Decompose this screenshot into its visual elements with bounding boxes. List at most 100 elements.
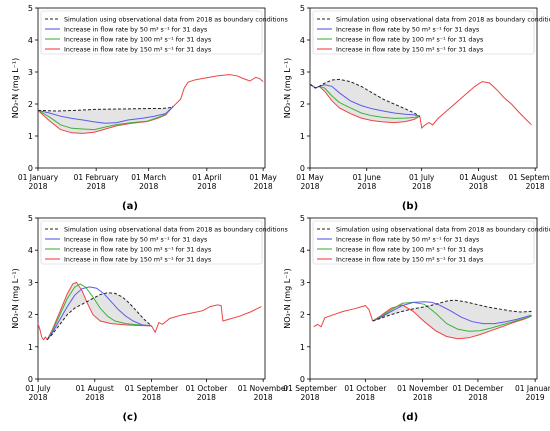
x-tick-label: 01 August <box>76 384 114 393</box>
x-tick-label: 01 August <box>459 173 497 182</box>
legend-entry-baseline: Simulation using observational data from… <box>64 17 288 24</box>
series-line-s150 <box>309 83 421 124</box>
x-tick-label: 01 April <box>192 173 221 182</box>
x-tick-year: 2018 <box>526 182 545 191</box>
x-tick-label: 01 May <box>249 173 277 182</box>
envelope-shade <box>38 106 174 134</box>
legend-entry-s100: Increase in flow rate by 100 m³ s⁻¹ for … <box>336 247 483 254</box>
series-line-baseline <box>372 299 532 322</box>
series-line-common-tail <box>172 74 264 107</box>
y-tick-label: 0 <box>28 375 33 384</box>
y-tick-label: 2 <box>28 311 33 320</box>
y-tick-label: 1 <box>300 343 305 352</box>
x-tick-label: 01 January <box>18 173 59 182</box>
legend-entry-s50: Increase in flow rate by 50 m³ s⁻¹ for 3… <box>64 237 207 244</box>
legend-entry-s100: Increase in flow rate by 100 m³ s⁻¹ for … <box>336 37 483 44</box>
y-tick-label: 2 <box>300 100 305 109</box>
panel-label: (a) <box>122 201 138 212</box>
y-tick-label: 4 <box>300 36 305 45</box>
series-line-baseline <box>46 292 152 341</box>
legend-entry-s150: Increase in flow rate by 150 m³ s⁻¹ for … <box>336 257 483 264</box>
legend-entry-s150: Increase in flow rate by 150 m³ s⁻¹ for … <box>64 47 211 54</box>
series-line-baseline <box>37 106 174 112</box>
plot-frame <box>309 7 538 169</box>
x-tick-label: 01 March <box>131 173 166 182</box>
legend-entry-s100: Increase in flow rate by 100 m³ s⁻¹ for … <box>64 247 211 254</box>
x-tick-year: 2018 <box>254 393 273 402</box>
x-tick-label: 01 January <box>515 384 550 393</box>
legend-entry-s50: Increase in flow rate by 50 m³ s⁻¹ for 3… <box>64 27 207 34</box>
legend-entry-baseline: Simulation using observational data from… <box>336 227 550 234</box>
y-tick-label: 0 <box>300 164 305 173</box>
legend-box <box>40 220 263 265</box>
y-tick-label: 3 <box>28 278 33 287</box>
y-tick-label: 2 <box>28 100 33 109</box>
envelope-shade <box>310 79 420 123</box>
x-tick-label: 01 November <box>238 384 290 393</box>
x-tick-year: 2018 <box>142 393 161 402</box>
x-tick-label: 01 July <box>25 384 51 393</box>
x-tick-year: 2019 <box>526 393 545 402</box>
y-tick-label: 3 <box>300 68 305 77</box>
x-tick-label: 01 October <box>185 384 228 393</box>
legend-entry-s150: Increase in flow rate by 150 m³ s⁻¹ for … <box>64 257 211 264</box>
plot-frame <box>37 7 266 169</box>
series-line-s50 <box>372 301 532 325</box>
x-tick-label: 01 June <box>353 173 382 182</box>
legend-entry-s50: Increase in flow rate by 50 m³ s⁻¹ for 3… <box>336 237 479 244</box>
series-line-s100 <box>46 283 152 340</box>
x-tick-label: 01 October <box>344 384 387 393</box>
x-tick-year: 2018 <box>300 393 319 402</box>
series-line-common-tail <box>151 304 262 334</box>
series-line-baseline <box>309 78 421 117</box>
y-tick-label: 5 <box>28 4 33 13</box>
x-tick-label: 01 September <box>125 384 179 393</box>
series-line-s150 <box>37 106 174 134</box>
envelope-shade <box>372 300 532 339</box>
y-tick-label: 4 <box>28 246 33 255</box>
x-tick-label: 01 September <box>508 173 550 182</box>
series-line-common-tail <box>419 81 532 129</box>
x-tick-year: 2018 <box>469 182 488 191</box>
legend-entry-s150: Increase in flow rate by 150 m³ s⁻¹ for … <box>336 47 483 54</box>
x-tick-year: 2018 <box>28 393 47 402</box>
x-tick-year: 2018 <box>357 182 376 191</box>
y-tick-label: 5 <box>300 214 305 223</box>
x-tick-year: 2018 <box>87 182 106 191</box>
series-line-common-head <box>37 323 48 341</box>
legend-entry-s100: Increase in flow rate by 100 m³ s⁻¹ for … <box>64 37 211 44</box>
y-tick-label: 4 <box>28 36 33 45</box>
panel-label: (c) <box>122 412 137 423</box>
legend-entry-baseline: Simulation using observational data from… <box>336 17 550 24</box>
y-tick-label: 4 <box>300 246 305 255</box>
y-axis-label: NO₃-N (mg L⁻¹) <box>283 268 292 328</box>
legend-box <box>312 10 535 55</box>
plot-frame <box>309 217 538 380</box>
x-tick-year: 2018 <box>254 182 273 191</box>
y-axis-label: NO₃-N (mg L⁻¹) <box>11 58 20 118</box>
y-tick-label: 0 <box>28 164 33 173</box>
envelope-shade <box>47 282 152 340</box>
x-tick-year: 2018 <box>412 182 431 191</box>
series-line-s150 <box>46 281 152 340</box>
x-tick-year: 2018 <box>85 393 104 402</box>
series-line-s50 <box>46 286 152 340</box>
y-tick-label: 1 <box>28 343 33 352</box>
x-tick-label: 01 September <box>283 384 337 393</box>
x-tick-year: 2018 <box>139 182 158 191</box>
y-tick-label: 1 <box>300 132 305 141</box>
y-axis-label: NO₃-N (mg L⁻¹) <box>283 58 292 118</box>
legend-entry-s50: Increase in flow rate by 50 m³ s⁻¹ for 3… <box>336 27 479 34</box>
x-tick-label: 01 July <box>409 173 435 182</box>
series-line-s100 <box>37 106 174 131</box>
y-tick-label: 1 <box>28 132 33 141</box>
series-line-s50 <box>37 106 174 124</box>
x-tick-label: 01 November <box>397 384 449 393</box>
panel-label: (d) <box>402 412 418 423</box>
